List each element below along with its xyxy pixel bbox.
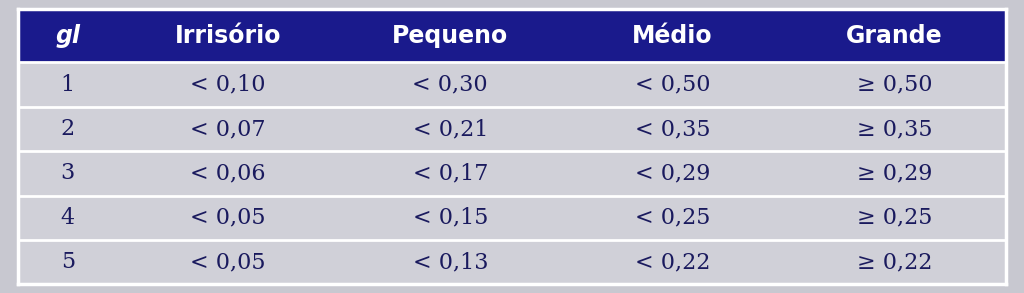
Text: < 0,10: < 0,10	[190, 74, 266, 96]
Text: < 0,21: < 0,21	[413, 118, 488, 140]
Text: ≥ 0,35: ≥ 0,35	[857, 118, 932, 140]
Text: 2: 2	[60, 118, 75, 140]
Text: < 0,35: < 0,35	[635, 118, 711, 140]
Text: Pequeno: Pequeno	[392, 24, 509, 48]
Text: ≥ 0,25: ≥ 0,25	[857, 207, 932, 229]
Bar	[18, 9, 1006, 62]
Text: < 0,50: < 0,50	[635, 74, 711, 96]
Bar	[18, 195, 1006, 240]
Text: < 0,07: < 0,07	[190, 118, 266, 140]
Text: < 0,05: < 0,05	[190, 251, 266, 273]
Text: < 0,30: < 0,30	[413, 74, 488, 96]
Bar	[18, 62, 1006, 107]
Text: < 0,25: < 0,25	[635, 207, 710, 229]
Bar	[18, 107, 1006, 151]
Text: gl: gl	[55, 24, 80, 48]
Text: 4: 4	[60, 207, 75, 229]
Text: ≥ 0,22: ≥ 0,22	[857, 251, 932, 273]
Text: < 0,22: < 0,22	[635, 251, 710, 273]
Text: Médio: Médio	[632, 24, 713, 48]
Text: < 0,17: < 0,17	[413, 162, 488, 184]
Text: < 0,05: < 0,05	[190, 207, 266, 229]
Text: < 0,29: < 0,29	[635, 162, 710, 184]
Text: < 0,13: < 0,13	[413, 251, 488, 273]
Text: ≥ 0,29: ≥ 0,29	[857, 162, 932, 184]
Text: 1: 1	[60, 74, 75, 96]
Text: < 0,06: < 0,06	[190, 162, 266, 184]
Text: 3: 3	[60, 162, 75, 184]
Bar	[18, 240, 1006, 284]
Text: < 0,15: < 0,15	[413, 207, 488, 229]
Text: Irrisório: Irrisório	[175, 24, 282, 48]
Text: ≥ 0,50: ≥ 0,50	[857, 74, 932, 96]
Text: 5: 5	[60, 251, 75, 273]
Bar	[18, 151, 1006, 195]
Text: Grande: Grande	[846, 24, 943, 48]
